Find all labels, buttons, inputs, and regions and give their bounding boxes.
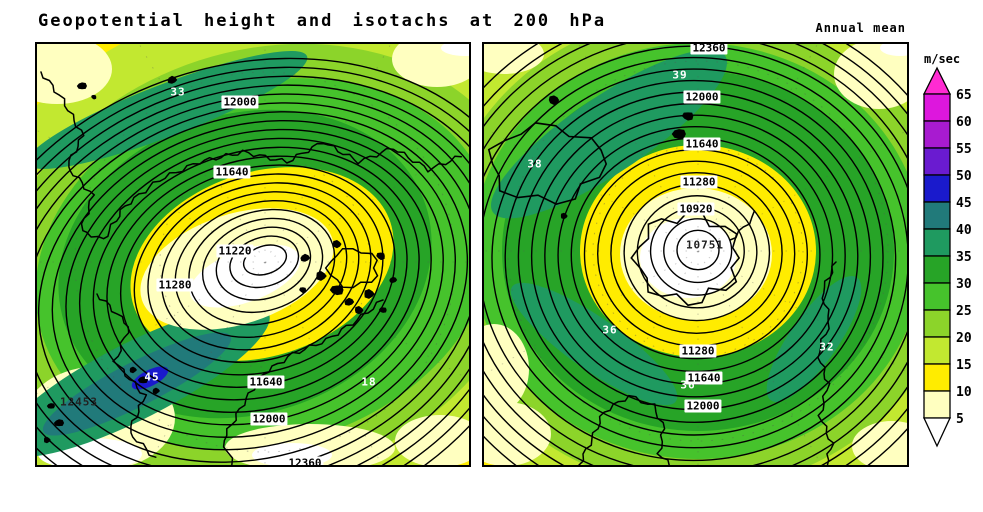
colorbar-cell bbox=[923, 282, 951, 311]
colorbar-tick-label: 45 bbox=[956, 196, 972, 211]
height-contour-label: 12000 bbox=[221, 95, 259, 109]
colorbar-tick-label: 65 bbox=[956, 88, 972, 103]
colorbar-cell bbox=[923, 120, 951, 149]
isotach-label: 38 bbox=[527, 157, 543, 171]
height-contour-label: 11640 bbox=[213, 165, 251, 179]
colorbar-tick-label: 10 bbox=[956, 385, 972, 400]
height-contour-label: 12360 bbox=[690, 42, 728, 55]
colorbar-tick-label: 5 bbox=[956, 412, 964, 427]
isotach-label: 45 bbox=[144, 370, 160, 384]
page-title: Geopotential height and isotachs at 200 … bbox=[38, 11, 607, 31]
height-contour-label: 11640 bbox=[683, 137, 721, 151]
colorbar-cell bbox=[923, 147, 951, 176]
colorbar-tick-label: 15 bbox=[956, 358, 972, 373]
height-min-label: 10751 bbox=[685, 238, 725, 252]
northern-hemisphere-map: 33 12000 11640 11220 11280 45 11640 1200… bbox=[35, 42, 471, 467]
colorbar-cell bbox=[923, 363, 951, 392]
isotach-label: 32 bbox=[819, 340, 835, 354]
height-contour-label: 12000 bbox=[683, 90, 721, 104]
colorbar-cell bbox=[923, 174, 951, 203]
colorbar-unit-label: m/sec bbox=[924, 52, 961, 66]
colorbar-cell bbox=[923, 390, 951, 419]
colorbar-cell bbox=[923, 336, 951, 365]
colorbar-cell bbox=[923, 255, 951, 284]
colorbar-tick-label: 25 bbox=[956, 304, 972, 319]
colorbar-tick-label: 20 bbox=[956, 331, 972, 346]
isotach-label: 39 bbox=[672, 68, 688, 82]
colorbar-tick-label: 50 bbox=[956, 169, 972, 184]
colorbar-tick-label: 55 bbox=[956, 142, 972, 157]
subtitle-annual-mean: Annual mean bbox=[815, 21, 906, 35]
colorbar-cell bbox=[923, 93, 951, 122]
height-contour-label: 12360 bbox=[286, 456, 324, 465]
height-contour-label: 11280 bbox=[680, 175, 718, 189]
colorbar-cell bbox=[923, 228, 951, 257]
height-contour-label: 11280 bbox=[679, 344, 717, 358]
colorbar-tick-label: 30 bbox=[956, 277, 972, 292]
height-contour-label: 11220 bbox=[216, 244, 254, 258]
colorbar-cell bbox=[923, 309, 951, 338]
colorbar-cell bbox=[923, 201, 951, 230]
height-contour-label: 12000 bbox=[250, 412, 288, 426]
isotach-label: 33 bbox=[170, 85, 186, 99]
height-contour-label: 10920 bbox=[677, 202, 715, 216]
colorbar-tick-label: 35 bbox=[956, 250, 972, 265]
height-contour-label: 11280 bbox=[156, 278, 194, 292]
nh-map-canvas bbox=[37, 44, 469, 465]
colorbar-tick-label: 60 bbox=[956, 115, 972, 130]
southern-hemisphere-map: 12360 39 12000 11640 11280 10920 10751 3… bbox=[482, 42, 909, 467]
colorbar-tick-label: 40 bbox=[956, 223, 972, 238]
height-contour-label: 12000 bbox=[684, 399, 722, 413]
isotach-label: 18 bbox=[361, 375, 377, 389]
height-max-label: 12453 bbox=[59, 395, 99, 409]
sh-map-canvas bbox=[484, 44, 907, 465]
isotach-label: 36 bbox=[602, 323, 618, 337]
height-contour-label: 11640 bbox=[247, 375, 285, 389]
colorbar: 65 60 55 50 45 40 35 30 25 20 15 10 5 bbox=[922, 66, 972, 448]
height-contour-label: 11640 bbox=[685, 371, 723, 385]
